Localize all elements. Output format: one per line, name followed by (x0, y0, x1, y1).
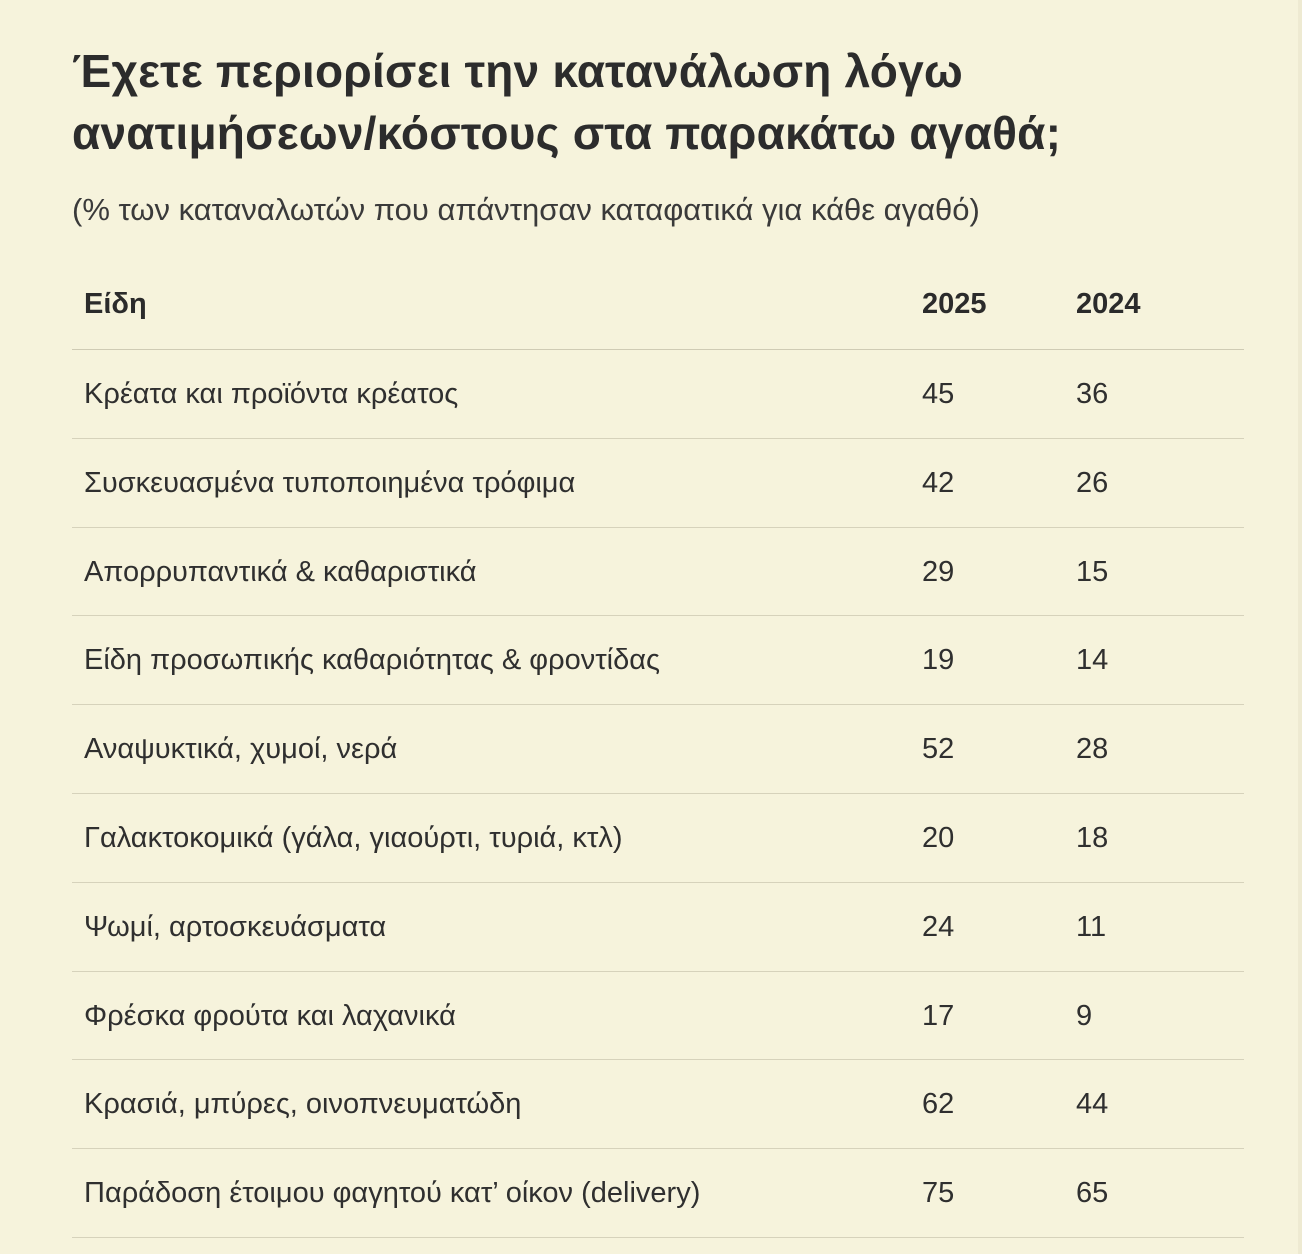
table-row: Είδη προσωπικής καθαριότητας & φροντίδας… (72, 616, 1244, 706)
table-row: Κρέατα και προϊόντα κρέατος 45 36 (72, 350, 1244, 439)
item-label: Κρασιά, μπύρες, οινοπνευματώδη (84, 1088, 522, 1121)
item-label: Είδη προσωπικής καθαριότητας & φροντίδας (84, 644, 660, 677)
table-row: Παράδοση έτοιμου φαγητού κατ’ οίκον (del… (72, 1149, 1244, 1238)
table-row: Κρασιά, μπύρες, οινοπνευματώδη 62 44 (72, 1060, 1244, 1150)
value-2025: 20 (922, 821, 955, 854)
value-2025: 45 (922, 378, 955, 410)
header-items: Είδη (84, 288, 147, 320)
table-row: Ψωμί, αρτοσκευάσματα 24 11 (72, 883, 1244, 972)
table-body: Κρέατα και προϊόντα κρέατος 45 36 Συσκευασμ… (72, 350, 1244, 1238)
header-2024: 2024 (1076, 288, 1141, 320)
value-2024: 26 (1076, 466, 1109, 499)
table-row: Απορρυπαντικά & καθαριστικά 29 15 (72, 528, 1244, 617)
value-2024: 36 (1076, 378, 1109, 410)
value-2025: 19 (922, 644, 955, 677)
value-2024: 44 (1076, 1088, 1109, 1121)
value-2024: 28 (1076, 733, 1109, 766)
table-row: Συσκευασμένα τυποποιημένα τρόφιμα 42 26 (72, 439, 1244, 528)
value-2025: 62 (922, 1088, 955, 1121)
table-row: Φρέσκα φρούτα και λαχανικά 17 9 (72, 972, 1244, 1061)
value-2024: 14 (1076, 644, 1109, 677)
value-2024: 65 (1076, 1177, 1109, 1210)
data-table: Είδη 2025 2024 Κρέατα και προϊόντα κρέατ… (72, 262, 1244, 1238)
chart-title: Έχετε περιορίσει την κατανάλωση λόγω ανα… (72, 45, 1062, 159)
chart-subtitle: (% των καταναλωτών που απάντησαν καταφατ… (72, 192, 980, 227)
value-2024: 9 (1076, 999, 1093, 1032)
item-label: Παράδοση έτοιμου φαγητού κατ’ οίκον (del… (84, 1177, 701, 1210)
item-label: Φρέσκα φρούτα και λαχανικά (84, 999, 456, 1032)
value-2024: 15 (1076, 555, 1109, 588)
item-label: Ψωμί, αρτοσκευάσματα (84, 910, 387, 943)
value-2024: 11 (1076, 910, 1107, 943)
item-label: Γαλακτοκομικά (γάλα, γιαούρτι, τυριά, κτ… (84, 821, 623, 854)
header-2025: 2025 (922, 288, 987, 320)
value-2024: 18 (1076, 821, 1109, 854)
value-2025: 24 (922, 910, 955, 943)
value-2025: 42 (922, 466, 955, 499)
value-2025: 75 (922, 1177, 955, 1210)
item-label: Κρέατα και προϊόντα κρέατος (84, 378, 459, 410)
table-row: Αναψυκτικά, χυμοί, νερά 52 28 (72, 705, 1244, 794)
item-label: Απορρυπαντικά & καθαριστικά (84, 555, 477, 588)
value-2025: 52 (922, 733, 955, 766)
table-row: Γαλακτοκομικά (γάλα, γιαούρτι, τυριά, κτ… (72, 794, 1244, 883)
table-header: Είδη 2025 2024 (72, 262, 1244, 350)
item-label: Συσκευασμένα τυποποιημένα τρόφιμα (84, 466, 576, 499)
value-2025: 29 (922, 555, 955, 588)
item-label: Αναψυκτικά, χυμοί, νερά (84, 733, 398, 766)
value-2025: 17 (922, 999, 955, 1032)
